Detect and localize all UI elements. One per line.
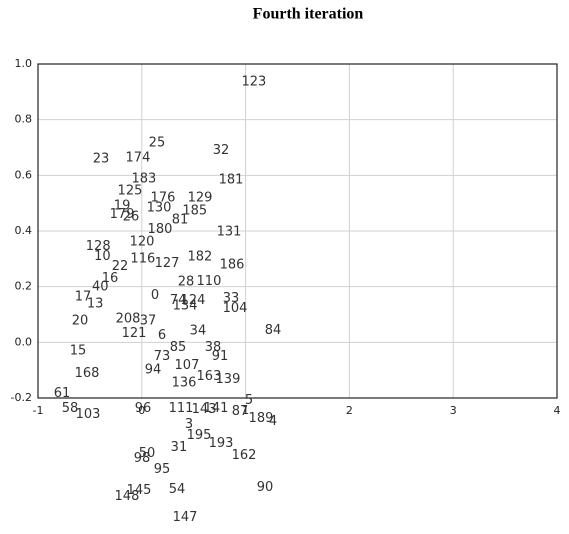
point-label: 32 (213, 143, 230, 158)
y-tick-label: 1.0 (15, 57, 33, 70)
point-label: 116 (130, 251, 155, 266)
y-tick-label: -0.2 (11, 391, 32, 404)
point-label: 13 (87, 297, 104, 312)
point-label: 125 (118, 184, 143, 199)
point-label: 40 (92, 280, 109, 295)
point-label: 189 (249, 411, 274, 426)
y-tick-label: 0.4 (15, 224, 33, 237)
point-label: 107 (175, 358, 200, 373)
point-label: 129 (188, 191, 213, 206)
point-label: 61 (54, 386, 71, 401)
point-label: 85 (170, 340, 187, 355)
point-label: 25 (149, 136, 166, 151)
y-tick-label: 0.0 (15, 335, 33, 348)
point-label: 193 (209, 436, 234, 451)
point-label: 143 (192, 402, 217, 417)
y-tick-label: 0.6 (15, 168, 33, 181)
y-tick-label: 0.2 (15, 280, 33, 293)
point-label: 90 (257, 480, 274, 495)
point-label: 174 (126, 151, 151, 166)
point-label: 28 (178, 275, 195, 290)
point-label: 33 (223, 291, 240, 306)
point-label: 50 (139, 446, 156, 461)
point-label: 74 (170, 293, 187, 308)
point-label: 120 (130, 235, 155, 250)
point-label: 147 (173, 510, 198, 525)
point-label: 134 (173, 299, 198, 314)
plot-frame (37, 63, 558, 399)
point-label: 208 (116, 312, 141, 327)
point-label: 145 (127, 483, 152, 498)
point-label: 73 (154, 349, 171, 364)
point-label: 94 (145, 363, 162, 378)
x-tick-label: 3 (450, 404, 457, 417)
point-label: 182 (188, 250, 213, 265)
point-label: 186 (220, 258, 245, 273)
point-label: 123 (241, 75, 266, 90)
x-tick-label: -1 (33, 404, 44, 417)
point-label: 185 (182, 204, 207, 219)
y-tick-label: 0.8 (15, 113, 33, 126)
point-label: 5 (245, 393, 253, 408)
point-label: 38 (205, 340, 222, 355)
point-label: 195 (187, 428, 212, 443)
point-label: 168 (75, 366, 100, 381)
point-label: 0 (151, 288, 159, 303)
point-label: 139 (216, 372, 241, 387)
point-label: 23 (93, 152, 110, 167)
point-label: 96 (135, 401, 152, 416)
point-label: 10 (94, 249, 111, 264)
point-label: 34 (190, 324, 207, 339)
point-label: 98 (134, 451, 151, 466)
point-label: 19 (114, 199, 131, 214)
point-label: 15 (70, 344, 87, 359)
x-tick-label: 0 (138, 404, 145, 417)
point-label: 162 (232, 448, 257, 463)
point-label: 17 (75, 290, 92, 305)
x-tick-label: 4 (554, 404, 561, 417)
point-label: 180 (148, 222, 173, 237)
point-label: 6 (158, 328, 166, 343)
point-label: 130 (147, 201, 172, 216)
point-label: 128 (86, 239, 111, 254)
point-label: 95 (154, 462, 171, 477)
point-label: 124 (181, 293, 206, 308)
point-label: 37 (140, 314, 157, 329)
point-label: 3 (185, 417, 193, 432)
point-label: 84 (265, 323, 282, 338)
point-label: 179 (110, 207, 135, 222)
point-label: 121 (122, 326, 147, 341)
point-label: 81 (172, 213, 189, 228)
point-label: 127 (155, 256, 180, 271)
point-label: 110 (197, 274, 222, 289)
point-label: 22 (112, 259, 129, 274)
point-label: 54 (169, 482, 186, 497)
point-label: 163 (197, 369, 222, 384)
point-label: 176 (151, 191, 176, 206)
point-label: 87 (232, 404, 249, 419)
point-label: 183 (131, 172, 156, 187)
point-label: 16 (102, 271, 119, 286)
point-label: 31 (171, 440, 188, 455)
point-label: 131 (217, 225, 242, 240)
x-tick-label: 1 (242, 404, 249, 417)
point-label: 111 (169, 401, 194, 416)
point-label: 58 (62, 401, 79, 416)
point-label: 26 (123, 210, 140, 225)
point-label: 20 (72, 314, 89, 329)
point-label: 104 (223, 301, 248, 316)
point-label: 136 (172, 376, 197, 391)
point-label: 4 (269, 414, 277, 429)
point-label: 181 (219, 173, 244, 188)
chart-title: Fourth iteration (253, 6, 364, 23)
point-label: 103 (76, 407, 101, 422)
point-label: 148 (115, 489, 140, 504)
point-label: 141 (204, 401, 229, 416)
x-tick-label: 2 (346, 404, 353, 417)
point-label: 91 (212, 349, 229, 364)
